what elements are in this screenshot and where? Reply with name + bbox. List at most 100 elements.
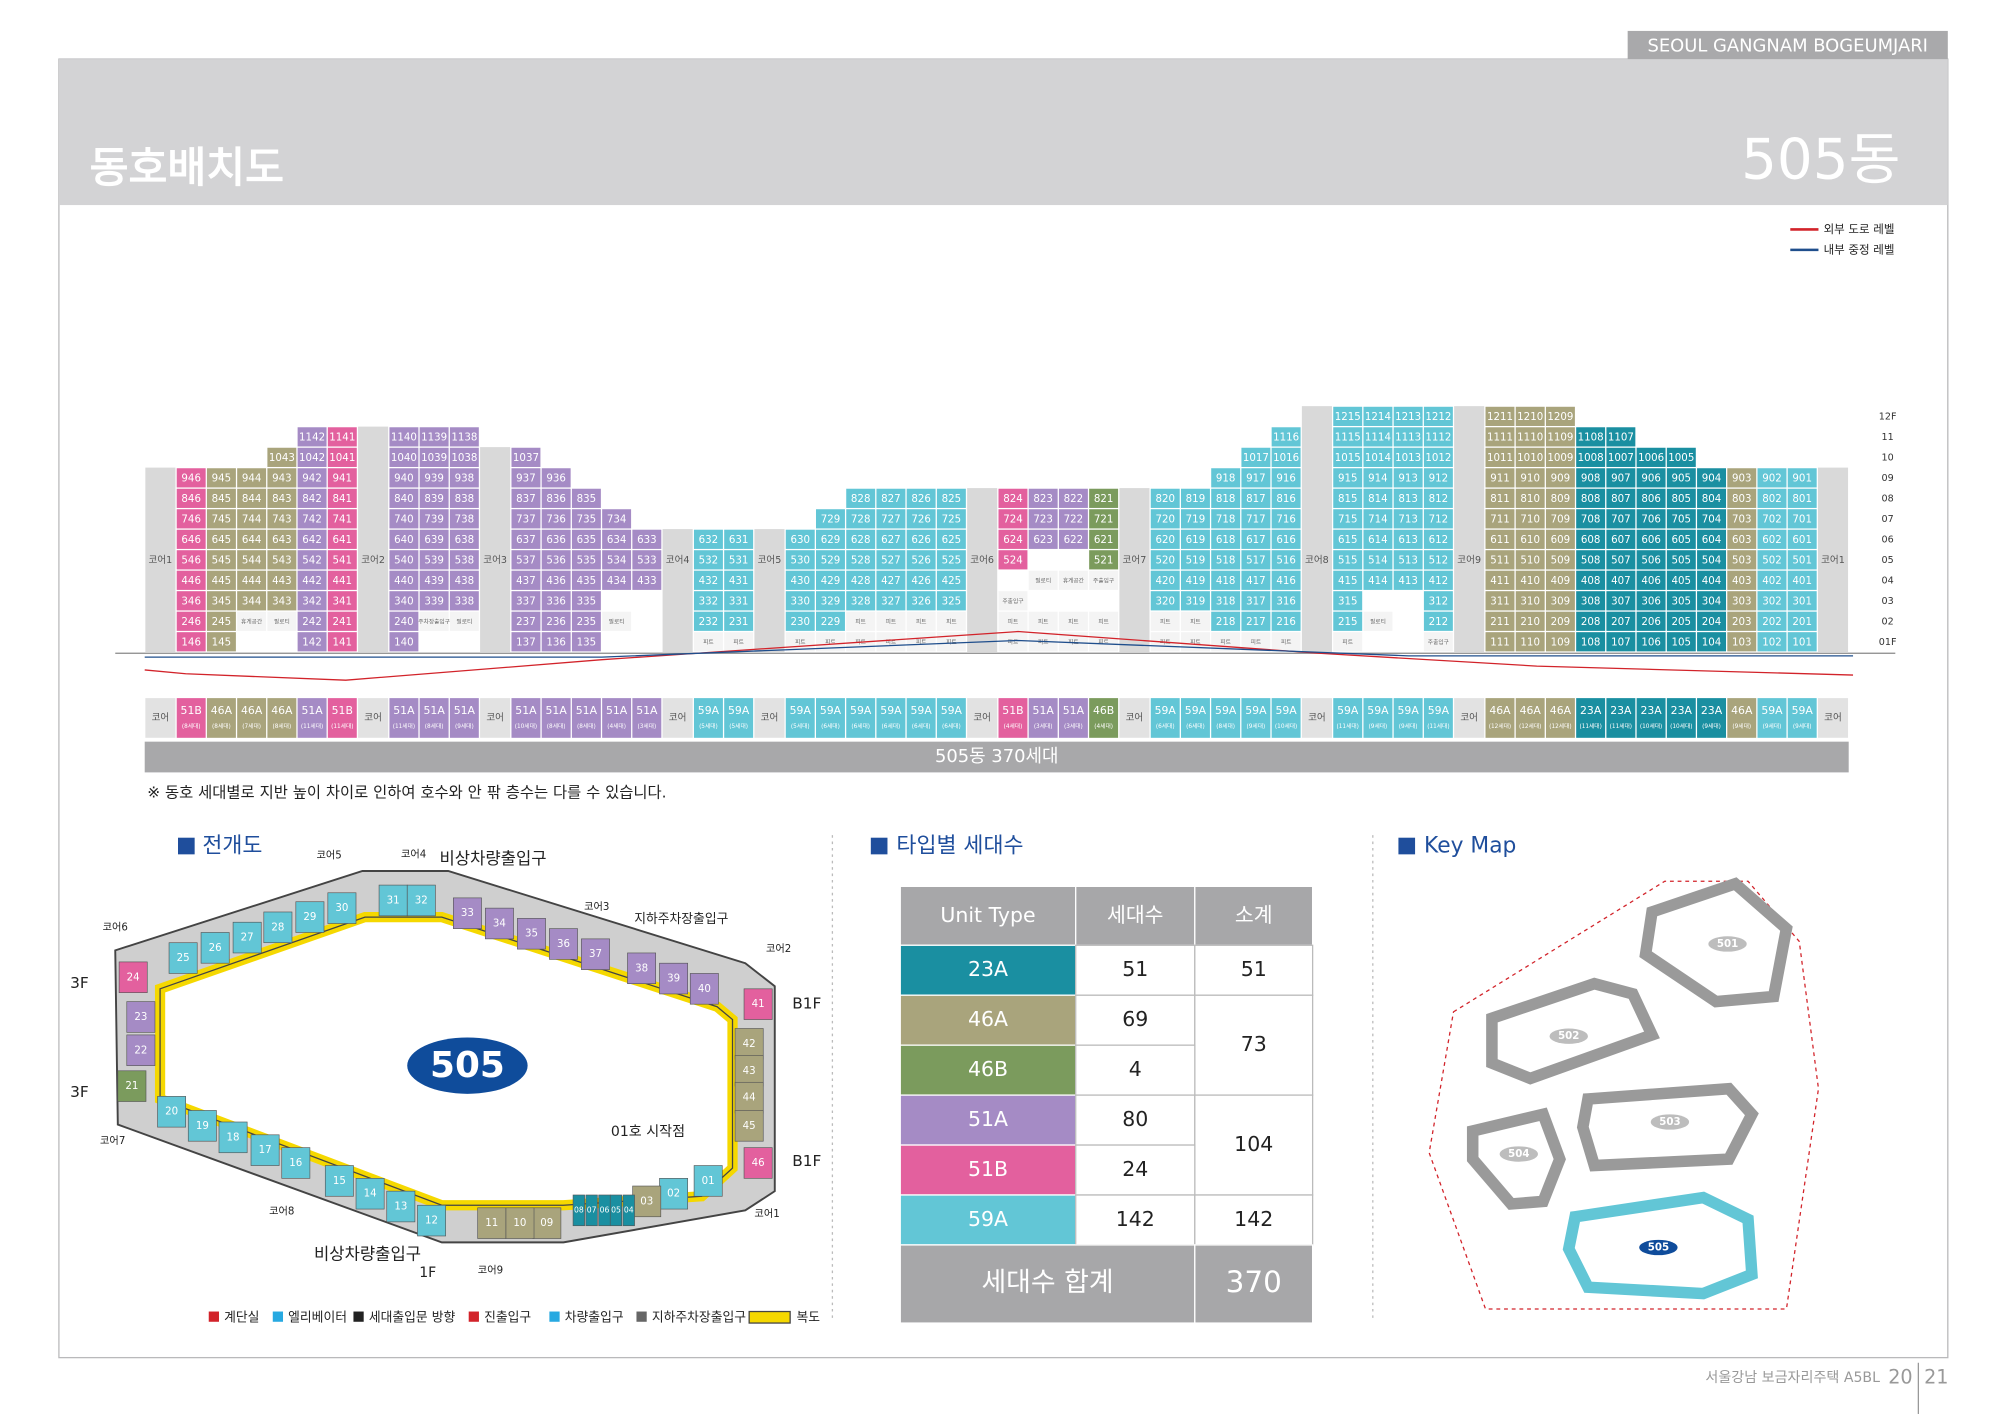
unit-cell [1545,570,1575,590]
unit-cell [602,570,632,590]
legend-label: 지하주차장출입구 [652,1310,746,1325]
unit-cell [1757,529,1787,549]
unit-cell [327,488,357,508]
unit-cell [511,488,541,508]
diagram-unit [168,942,198,974]
unit-number: 1209 [1547,411,1573,423]
unit-number: 412 [1429,575,1449,587]
strip-cell [936,698,966,738]
unit-cell [1515,509,1545,529]
unit-cell [1606,529,1636,549]
diagram-unit-number: 26 [209,942,222,954]
unit-cell [1576,632,1606,652]
special-label: 피트 [1160,617,1171,625]
strip-type: 23A [1671,704,1693,717]
unit-number: 708 [1581,513,1601,525]
diagram-unit [477,1207,507,1239]
type-cell [899,1044,1077,1096]
unit-cell [1150,529,1180,549]
strip-count: (10세대) [1670,722,1692,730]
unit-cell [1515,611,1545,631]
unit-number: 1010 [1517,452,1543,464]
unit-cell [998,509,1028,529]
unit-number: 537 [516,554,536,566]
unit-number: 103 [1732,636,1752,648]
diagram-unit [734,1028,764,1060]
unit-number: 415 [1338,575,1358,587]
unit-number: 207 [1611,616,1631,628]
unit-cell [1666,509,1696,529]
unit-cell [876,509,906,529]
strip-type: 59A [1245,704,1267,717]
unit-number: 738 [455,513,475,525]
unit-number: 325 [942,595,962,607]
unit-cell [419,591,449,611]
unit-cell [237,509,267,529]
unit-cell [297,509,327,529]
unit-number: 1116 [1273,432,1299,444]
strip-count: (3세대) [1034,722,1053,730]
unit-cell [1393,468,1423,488]
unit-number: 439 [424,575,444,587]
strip-core [754,698,785,738]
strip-type: 59A [941,704,963,717]
unit-cell [1515,447,1545,467]
unit-cell [1606,632,1636,652]
diagram-unit-number: 41 [752,998,765,1010]
strip-count: (8세대) [577,722,596,730]
diagram-unit [406,884,436,917]
unit-cell [1485,570,1515,590]
unit-number: 734 [607,513,627,525]
unit-number: 345 [212,595,232,607]
unit-cell [176,468,206,488]
unit-number: 111 [1490,636,1510,648]
unit-number: 727 [881,513,901,525]
unit-cell [511,611,541,631]
unit-number: 542 [302,554,322,566]
unit-cell [511,509,541,529]
diagram-unit [218,1121,248,1154]
unit-cell [1697,611,1727,631]
strip-type: 46A [211,704,233,717]
unit-cell [816,570,845,590]
strip-core [1454,698,1485,738]
unit-number: 907 [1611,472,1631,484]
diagram-label: 비상차량출입구 [314,1245,421,1264]
unit-number: 1038 [451,452,477,464]
unit-number: 511 [1490,554,1510,566]
strip-core [358,698,389,738]
unit-number: 440 [394,575,414,587]
strip-type: 51A [454,704,476,717]
unit-cell [1089,529,1119,549]
type-cell [899,1144,1077,1196]
unit-cell [1150,570,1180,590]
unit-number: 201 [1792,616,1812,628]
unit-number: 442 [302,575,322,587]
unit-cell [1545,427,1575,447]
unit-number: 645 [212,534,232,546]
legend-swatch [468,1311,479,1322]
unit-cell [1211,550,1241,570]
strip-type: 59A [1215,704,1237,717]
unit-cell [693,611,723,631]
diagram-unit-number: 16 [289,1157,302,1169]
diagram-label: 코어6 [103,921,128,933]
special-cell [724,632,754,652]
core-label: 코어9 [1457,555,1481,566]
special-cell [419,611,449,631]
special-cell [998,632,1028,652]
unit-number: 814 [1368,493,1388,505]
unit-number: 918 [1216,472,1236,484]
unit-number: 845 [212,493,232,505]
unit-number: 704 [1702,513,1722,525]
unit-cell [1393,509,1423,529]
core [1817,467,1849,653]
unit-cell [1180,591,1210,611]
unit-cell [906,550,936,570]
unit-cell [449,447,479,467]
strip-count: (5세대) [791,722,810,730]
unit-cell [1636,591,1666,611]
unit-cell [571,611,601,631]
special-label: 주출입구 [1093,576,1114,584]
unit-cell [419,468,449,488]
